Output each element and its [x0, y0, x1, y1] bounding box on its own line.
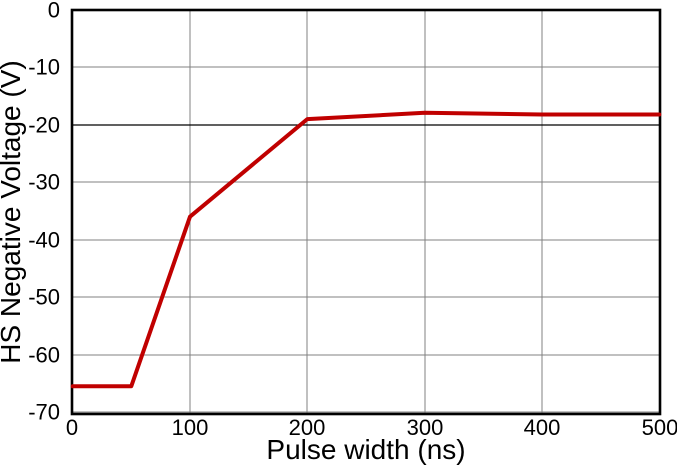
svg-text:-20: -20 [28, 113, 60, 138]
svg-text:100: 100 [172, 415, 209, 440]
svg-text:-40: -40 [28, 228, 60, 253]
svg-text:Pulse width (ns): Pulse width (ns) [266, 434, 465, 465]
svg-text:0: 0 [66, 415, 78, 440]
svg-text:-70: -70 [28, 400, 60, 425]
svg-text:-10: -10 [28, 55, 60, 80]
svg-text:400: 400 [524, 415, 561, 440]
svg-text:HS Negative Voltage (V): HS Negative Voltage (V) [0, 60, 26, 364]
svg-text:-30: -30 [28, 170, 60, 195]
svg-text:-50: -50 [28, 285, 60, 310]
svg-text:0: 0 [48, 0, 60, 23]
svg-text:-60: -60 [28, 343, 60, 368]
svg-text:500: 500 [642, 415, 677, 440]
